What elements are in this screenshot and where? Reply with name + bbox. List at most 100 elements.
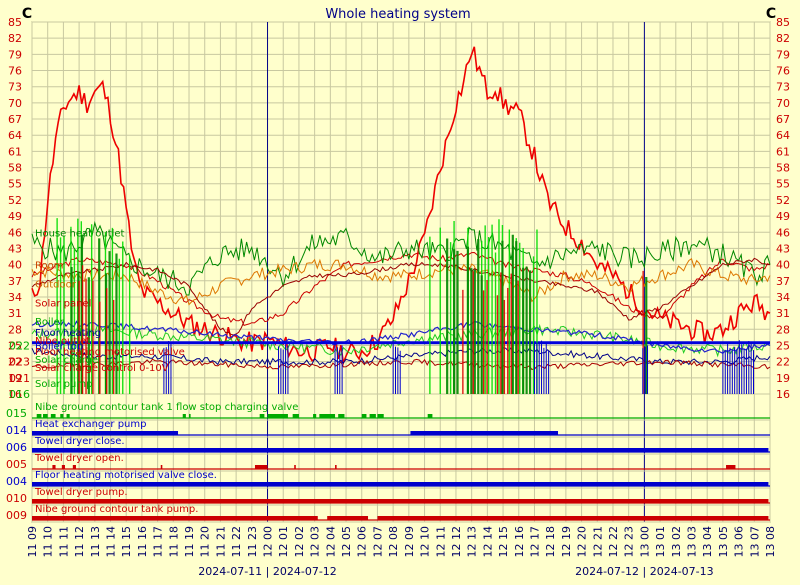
y-tick-label-right: 49 [776,210,790,223]
y-tick-label-right: 58 [776,162,790,175]
x-tick-label: 12 00 [262,526,275,558]
y-tick-label-right: 70 [776,97,790,110]
y-tick-label-right: 73 [776,81,790,94]
x-tick-label: 12 23 [623,526,636,558]
y-tick-label-right: 64 [776,129,790,142]
digital-on-segment [182,414,186,418]
x-tick-label: 12 07 [371,526,384,558]
x-tick-label: 12 08 [387,526,400,558]
y-tick-label-left: 79 [8,48,22,61]
y-tick-label-left: 34 [8,291,22,304]
x-tick-label: 11 12 [73,526,86,558]
x-tick-label: 12 04 [324,526,337,558]
y-tick-label-left: 52 [8,194,22,207]
y-tick-label-right: 34 [776,291,790,304]
x-tick-label: 12 15 [497,526,510,558]
x-tick-label: 11 23 [246,526,259,558]
digital-channel-label: Nibe ground contour tank pump. [35,504,198,515]
y-tick-label-right: 40 [776,259,790,272]
digital-on-segment [52,465,56,469]
y-tick-label-left: 25 [8,339,22,352]
y-tick-label-left: 67 [8,113,22,126]
x-tick-label: 12 09 [403,526,416,558]
x-tick-label: 11 15 [120,526,133,558]
y-tick-label-right: 25 [776,339,790,352]
digital-on-segment [61,465,65,469]
y-tick-label-right: 76 [776,65,790,78]
digital-on-segment [36,414,42,418]
y-tick-label-right: 61 [776,145,790,158]
overlay-channel-number: 022 [9,339,30,352]
y-tick-label-left: 40 [8,259,22,272]
y-tick-label-left: 46 [8,226,22,239]
x-tick-label: 11 22 [230,526,243,558]
x-tick-label: 12 11 [434,526,447,558]
digital-on-segment [410,431,559,435]
x-tick-label: 13 04 [701,526,714,558]
y-tick-label-left: 22 [8,356,22,369]
digital-on-segment [32,431,179,435]
x-tick-label: 12 14 [481,526,494,558]
analog-series-label: Solar charge control 0-10V [35,363,169,374]
x-tick-label: 11 16 [136,526,149,558]
digital-on-segment [294,465,296,469]
date-label: 2024-07-12 | 2024-07-13 [575,565,714,578]
y-tick-label-right: 19 [776,372,790,385]
digital-on-segment [32,482,769,486]
digital-on-segment [338,414,345,418]
digital-on-segment [50,414,56,418]
analog-series-label: Room [35,261,63,272]
digital-channel-label: Heat exchanger pump [35,419,146,430]
y-tick-label-right: 67 [776,113,790,126]
overlay-channel-number: 021 [9,372,30,385]
digital-on-segment [267,414,288,418]
analog-series-label: Floor heating [35,328,101,339]
analog-series-label: Solar pump [35,379,92,390]
y-tick-label-left: 70 [8,97,22,110]
digital-tracks-layer [32,414,770,521]
x-tick-label: 11 09 [26,526,39,558]
digital-on-segment [189,414,191,418]
y-unit-right: C [766,6,776,22]
y-tick-label-left: 55 [8,178,22,191]
y-tick-label-left: 82 [8,32,22,45]
x-tick-label: 13 07 [748,526,761,558]
y-tick-label-left: 16 [8,388,22,401]
x-tick-label: 12 06 [356,526,369,558]
x-tick-label: 11 21 [214,526,227,558]
y-tick-label-right: 43 [776,242,790,255]
digital-channel-label: Towel dryer open. [34,453,124,464]
x-tick-label: 12 03 [309,526,322,558]
digital-on-segment [42,414,48,418]
x-tick-label: 12 19 [560,526,573,558]
digital-channel-label: Towel dryer pump. [34,487,128,498]
y-tick-label-left: 76 [8,65,22,78]
digital-on-segment [377,516,769,520]
y-tick-label-right: 52 [776,194,790,207]
digital-on-segment [292,414,299,418]
digital-on-segment [259,414,265,418]
x-tick-label: 12 13 [466,526,479,558]
analog-series-label: House heat outlet [35,228,125,239]
digital-on-segment [254,465,268,469]
digital-on-segment [335,465,337,469]
y-tick-label-left: 64 [8,129,22,142]
analog-series-label: Boiler top [35,341,83,352]
x-tick-label: 11 10 [42,526,55,558]
y-tick-label-left: 19 [8,372,22,385]
digital-channel-id: 014 [6,424,27,437]
x-tick-label: 13 06 [733,526,746,558]
x-tick-label: 12 21 [591,526,604,558]
digital-on-segment [377,414,384,418]
overlay-channel-number: 016 [9,388,30,401]
y-tick-label-right: 28 [776,323,790,336]
digital-on-segment [32,448,769,452]
y-tick-label-right: 82 [776,32,790,45]
digital-on-segment [319,414,336,418]
digital-on-segment [726,465,736,469]
digital-on-segment [361,414,367,418]
digital-channel-id: 006 [6,441,27,454]
y-tick-label-left: 58 [8,162,22,175]
